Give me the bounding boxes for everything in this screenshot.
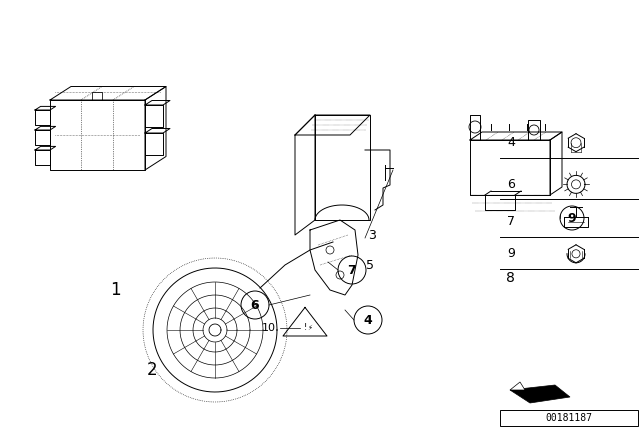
- Text: 00181187: 00181187: [545, 413, 593, 423]
- Text: 7: 7: [348, 263, 356, 276]
- Text: 3: 3: [368, 228, 376, 241]
- Text: 6: 6: [507, 178, 515, 191]
- Text: ⚡: ⚡: [308, 325, 312, 331]
- Text: 6: 6: [251, 298, 259, 311]
- Bar: [500, 410, 638, 426]
- Text: 5: 5: [366, 258, 374, 271]
- Polygon shape: [510, 382, 525, 390]
- Text: !: !: [303, 323, 307, 332]
- Text: 4: 4: [507, 136, 515, 149]
- Text: 2: 2: [147, 361, 157, 379]
- Text: 1: 1: [109, 281, 120, 299]
- Text: 10: 10: [262, 323, 276, 333]
- Text: 9: 9: [507, 247, 515, 260]
- Text: 7: 7: [507, 215, 515, 228]
- Polygon shape: [510, 385, 570, 403]
- Text: 4: 4: [364, 314, 372, 327]
- Text: 9: 9: [568, 211, 576, 224]
- Text: 8: 8: [506, 271, 515, 285]
